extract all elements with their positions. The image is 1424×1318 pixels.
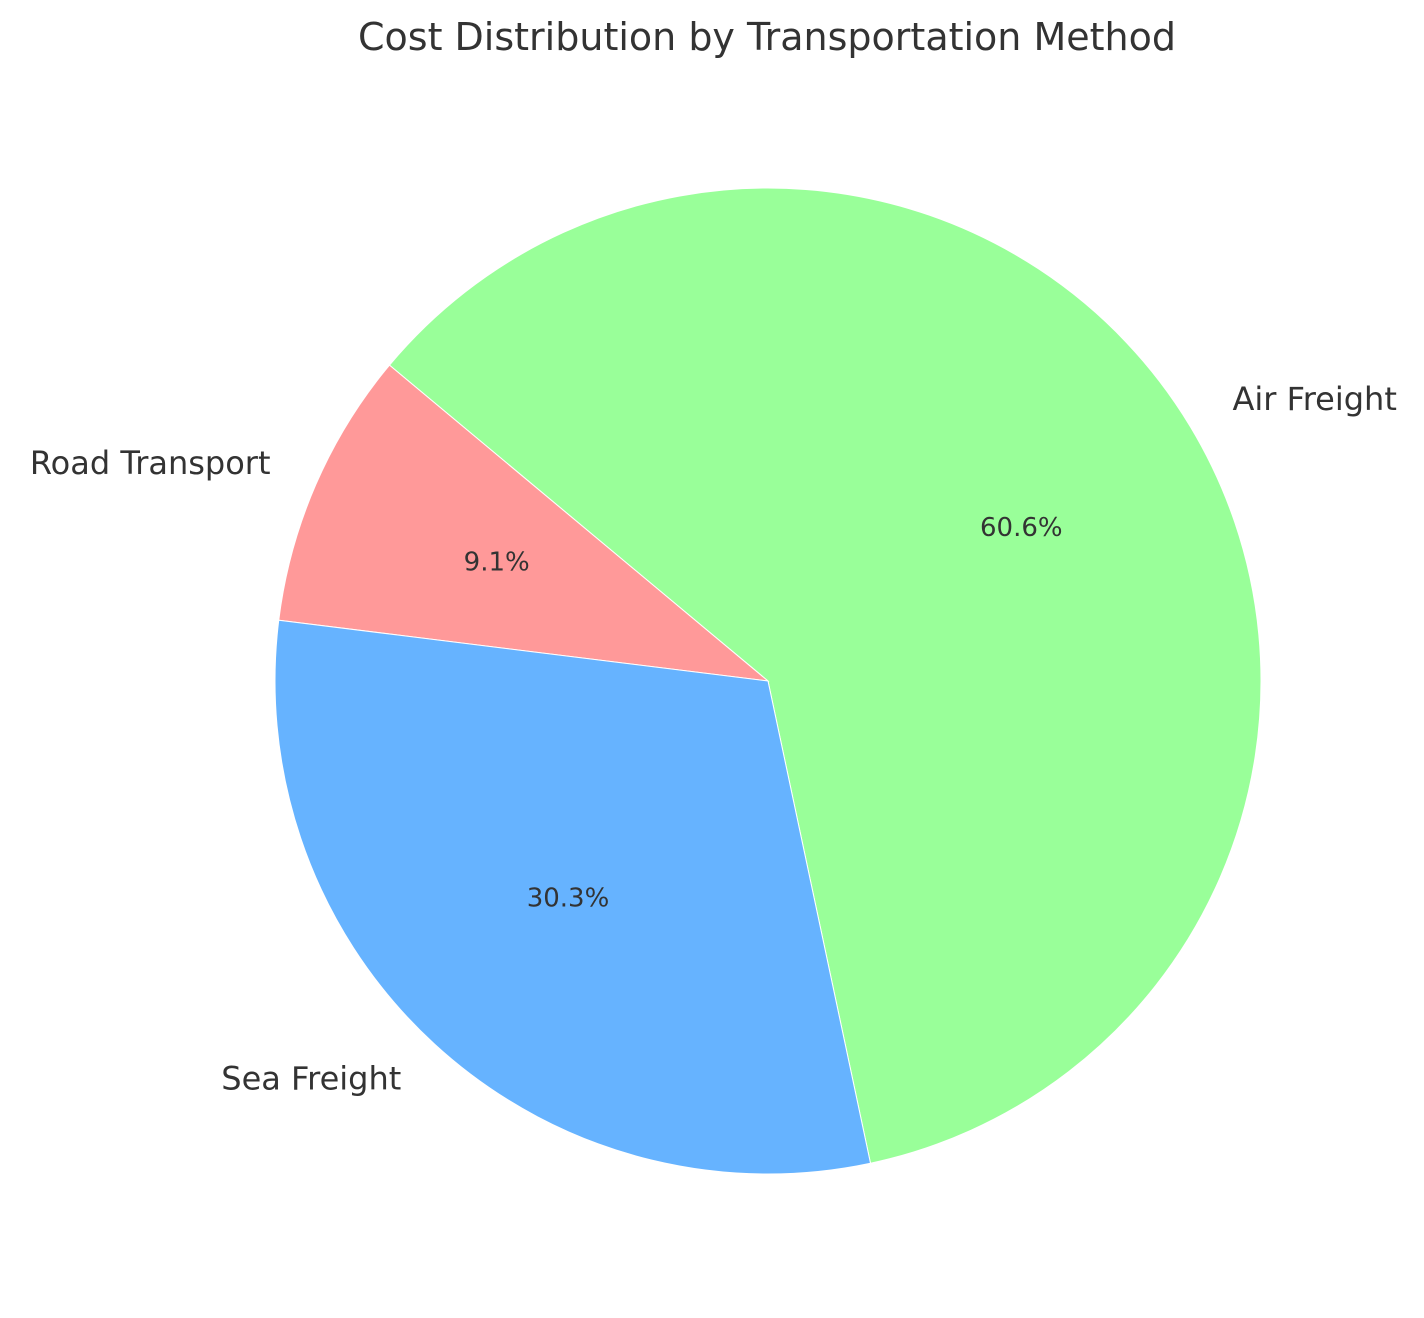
- chart-title: Cost Distribution by Transportation Meth…: [358, 15, 1176, 59]
- slice-label-sea-freight: Sea Freight: [221, 1060, 401, 1098]
- slice-label-road-transport: Road Transport: [30, 444, 271, 482]
- pie-slice-sea-freight: [274, 619, 872, 1175]
- slice-label-air-freight: Air Freight: [1233, 380, 1397, 418]
- pie-labels: Air Freight 60.6% Road Transport 9.1% Sea Fr…: [30, 380, 1397, 1098]
- pct-label-air-freight: 60.6%: [980, 513, 1063, 543]
- pie-slice-air-freight: [388, 187, 1262, 1164]
- pct-label-sea-freight: 30.3%: [527, 883, 610, 913]
- pie-slices: [274, 187, 1262, 1175]
- pct-label-road-transport: 9.1%: [464, 548, 530, 578]
- pie-slice-road-transport: [278, 364, 770, 682]
